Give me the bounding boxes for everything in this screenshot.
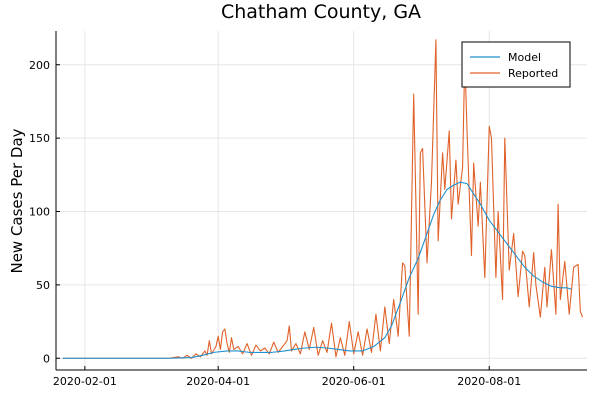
series-line-reported <box>62 39 584 359</box>
y-tick-label: 200 <box>29 59 50 72</box>
x-tick-label: 2020-02-01 <box>53 375 117 388</box>
axes: 2020-02-01 2020-04-01 2020-06-01 2020-08-01… <box>29 31 587 388</box>
y-tick-label: 0 <box>43 352 50 365</box>
y-tick-label: 50 <box>36 279 50 292</box>
series-line-model <box>62 181 572 359</box>
y-axis-label: New Cases Per Day <box>8 128 26 273</box>
chart-title: Chatham County, GA <box>221 1 421 23</box>
y-tick-label: 150 <box>29 132 50 145</box>
y-tick-label: 100 <box>29 206 50 219</box>
legend-box <box>461 41 571 88</box>
series-lines <box>62 39 584 359</box>
legend-label-reported: Reported <box>508 67 558 80</box>
x-tick-label: 2020-08-01 <box>457 375 521 388</box>
x-tick-label: 2020-04-01 <box>186 375 250 388</box>
x-tick-label: 2020-06-01 <box>322 375 386 388</box>
legend-label-model: Model <box>508 51 541 64</box>
legend: Model Reported <box>461 41 571 88</box>
